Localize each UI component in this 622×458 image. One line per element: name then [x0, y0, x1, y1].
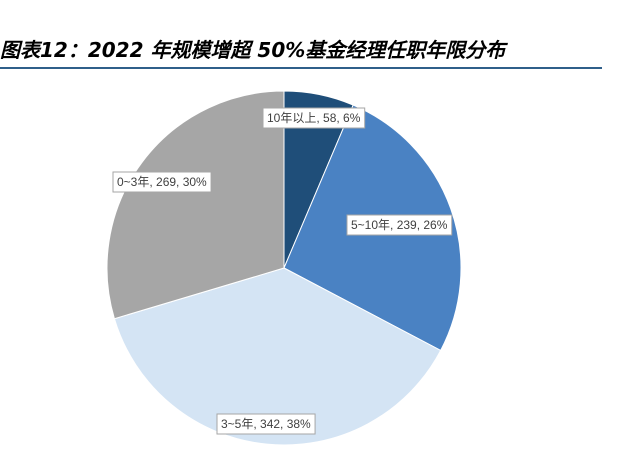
chart-title: 图表12：2022 年规模增超 50%基金经理任职年限分布: [0, 38, 506, 62]
title-underline: [0, 67, 602, 69]
data-label-box: [262, 107, 366, 129]
data-label-3: 3~5年, 342, 38%: [216, 413, 316, 435]
data-label-1: 10年以上, 58, 6%: [262, 107, 366, 129]
pie-slice-4: [106, 90, 285, 320]
data-label-box: [346, 214, 453, 236]
data-label-text: 0~3年, 269, 30%: [117, 175, 207, 189]
data-label-text: 5~10年, 239, 26%: [351, 218, 448, 232]
data-label-box: [112, 171, 212, 193]
pie-slice-3: [113, 267, 442, 446]
data-label-box: [216, 413, 316, 435]
data-label-2: 5~10年, 239, 26%: [346, 214, 453, 236]
data-label-4: 0~3年, 269, 30%: [112, 171, 212, 193]
data-label-text: 10年以上, 58, 6%: [267, 111, 361, 125]
data-label-text: 3~5年, 342, 38%: [221, 417, 311, 431]
